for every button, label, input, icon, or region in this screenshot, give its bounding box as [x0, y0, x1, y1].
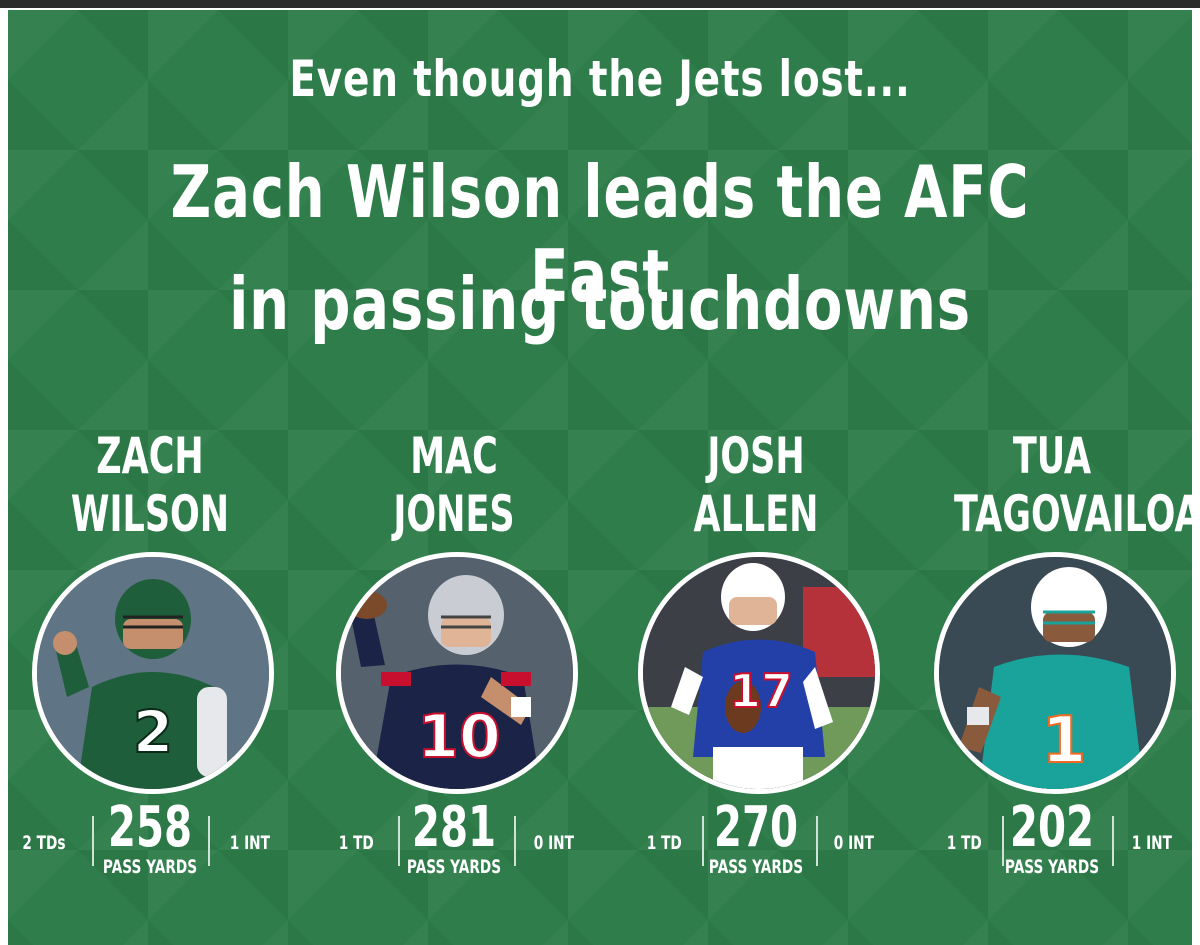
touchdowns-stat: 1 TD	[338, 832, 374, 854]
pass-yards-label: PASS YARDS	[102, 856, 198, 878]
player-figure-icon: 1	[939, 557, 1171, 789]
interceptions-stat: 0 INT	[833, 832, 874, 854]
divider	[92, 816, 94, 866]
title-line-1: Zach Wilson leads the AFC East	[170, 150, 1030, 318]
divider	[208, 816, 210, 866]
divider	[816, 816, 818, 866]
player-last-name: TAGOVAILOA	[954, 485, 1192, 543]
kicker-text: Even though the Jets lost...	[289, 50, 911, 108]
player-last-name: JONES	[393, 485, 515, 543]
title-line-2: in passing touchdowns	[229, 262, 971, 346]
divider	[1112, 816, 1114, 866]
player-photo: 10	[336, 552, 578, 794]
pass-yards-label: PASS YARDS	[1004, 856, 1100, 878]
top-bar	[0, 0, 1200, 8]
touchdowns-stat: 1 TD	[946, 832, 982, 854]
player-photo: 2	[32, 552, 274, 794]
interceptions-stat: 1 INT	[229, 832, 270, 854]
pass-yards-value: 270	[713, 795, 799, 860]
player-stats: 1 TD 281 PASS YARDS 0 INT	[314, 798, 594, 888]
pass-yards-value: 258	[107, 795, 193, 860]
player-first-name: JOSH	[707, 427, 805, 485]
pass-yards-value: 202	[1009, 795, 1095, 860]
pass-yards-label: PASS YARDS	[708, 856, 804, 878]
player-last-name: WILSON	[70, 485, 230, 543]
interceptions-stat: 0 INT	[533, 832, 574, 854]
player-photo: 1	[934, 552, 1176, 794]
player-photo: 17	[638, 552, 880, 794]
player-first-name: ZACH	[96, 427, 204, 485]
divider	[1002, 816, 1004, 866]
player-figure-icon: 10	[341, 557, 573, 789]
player-last-name: ALLEN	[693, 485, 819, 543]
divider	[702, 816, 704, 866]
touchdowns-stat: 2 TDs	[22, 832, 66, 854]
svg-text:2: 2	[133, 698, 173, 766]
player-stats: 2 TDs 258 PASS YARDS 1 INT	[10, 798, 290, 888]
interceptions-stat: 1 INT	[1131, 832, 1172, 854]
player-figure-icon: 17	[643, 557, 875, 789]
divider	[398, 816, 400, 866]
player-first-name: MAC	[410, 427, 498, 485]
player-first-name: TUA	[1012, 427, 1092, 485]
pass-yards-label: PASS YARDS	[406, 856, 502, 878]
divider	[514, 816, 516, 866]
player-stats: 1 TD 270 PASS YARDS 0 INT	[616, 798, 896, 888]
svg-text:17: 17	[729, 664, 793, 718]
pass-yards-value: 281	[411, 795, 497, 860]
player-stats: 1 TD 202 PASS YARDS 1 INT	[912, 798, 1192, 888]
touchdowns-stat: 1 TD	[646, 832, 682, 854]
svg-text:1: 1	[1042, 704, 1087, 778]
infographic-card: Even though the Jets lost... Zach Wilson…	[8, 10, 1192, 945]
svg-text:10: 10	[417, 702, 501, 772]
player-figure-icon: 2	[37, 557, 269, 789]
